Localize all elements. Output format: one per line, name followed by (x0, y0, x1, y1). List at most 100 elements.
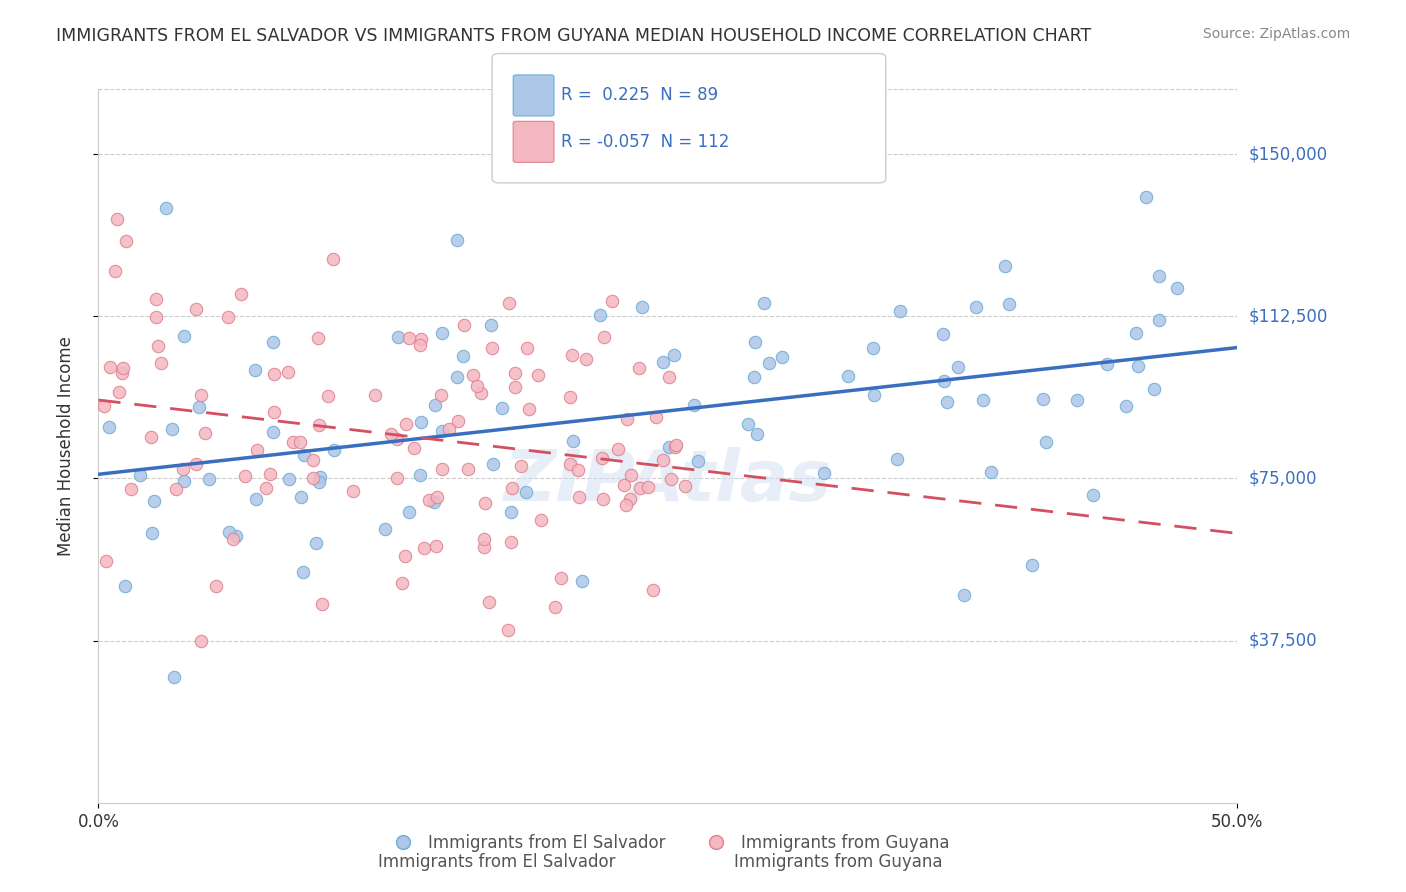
Immigrants from El Salvador (837, 369, 859, 384)
Immigrants from Guyana (498, 296, 520, 310)
Immigrants from Guyana (544, 599, 567, 614)
Immigrants from El Salvador (129, 468, 152, 483)
Immigrants from El Salvador (160, 422, 183, 436)
Immigrants from El Salvador (409, 468, 432, 483)
Immigrants from El Salvador (245, 491, 267, 506)
Immigrants from Guyana (530, 513, 553, 527)
Legend: Immigrants from El Salvador, Immigrants from Guyana: Immigrants from El Salvador, Immigrants … (380, 828, 956, 859)
Immigrants from Guyana (408, 338, 430, 352)
Immigrants from Guyana (472, 533, 495, 547)
Text: $112,500: $112,500 (1249, 307, 1329, 326)
Immigrants from El Salvador (744, 334, 766, 349)
Immigrants from El Salvador (374, 522, 396, 536)
Immigrants from El Salvador (664, 348, 686, 362)
Immigrants from Guyana (614, 498, 637, 512)
Text: $150,000: $150,000 (1249, 145, 1327, 163)
Immigrants from El Salvador (309, 470, 332, 484)
Immigrants from Guyana (111, 361, 134, 376)
Immigrants from Guyana (165, 482, 187, 496)
Immigrants from Guyana (509, 458, 531, 473)
Immigrants from El Salvador (688, 454, 710, 468)
Immigrants from El Salvador (173, 328, 195, 343)
Immigrants from El Salvador (292, 448, 315, 462)
Immigrants from El Salvador (262, 425, 284, 440)
Immigrants from Guyana (233, 468, 256, 483)
Immigrants from Guyana (409, 332, 432, 346)
Immigrants from El Salvador (946, 359, 969, 374)
Immigrants from Guyana (194, 425, 217, 440)
Immigrants from El Salvador (482, 457, 505, 471)
Immigrants from El Salvador (932, 375, 955, 389)
Immigrants from El Salvador (323, 443, 346, 458)
Immigrants from Guyana (418, 492, 440, 507)
Immigrants from El Salvador (651, 355, 673, 369)
Immigrants from Guyana (281, 435, 304, 450)
Immigrants from Guyana (322, 252, 344, 266)
Immigrants from Guyana (391, 576, 413, 591)
Immigrants from El Salvador (499, 505, 522, 519)
Immigrants from Guyana (229, 286, 252, 301)
Immigrants from Guyana (308, 418, 330, 433)
Immigrants from Guyana (628, 482, 651, 496)
Immigrants from Guyana (560, 390, 582, 404)
Immigrants from El Salvador (1115, 399, 1137, 413)
Immigrants from Guyana (139, 430, 162, 444)
Text: Immigrants from El Salvador: Immigrants from El Salvador (378, 853, 616, 871)
Immigrants from El Salvador (198, 472, 221, 486)
Immigrants from El Salvador (155, 201, 177, 215)
Text: Immigrants from Guyana: Immigrants from Guyana (734, 853, 943, 871)
Immigrants from El Salvador (1021, 558, 1043, 572)
Immigrants from El Salvador (972, 393, 994, 408)
Immigrants from Guyana (501, 481, 523, 495)
Immigrants from Guyana (430, 387, 453, 401)
Immigrants from El Salvador (277, 473, 299, 487)
Immigrants from El Salvador (291, 565, 314, 579)
Immigrants from El Salvador (737, 417, 759, 432)
Immigrants from Guyana (246, 442, 269, 457)
Immigrants from Guyana (145, 310, 167, 324)
Immigrants from Guyana (619, 492, 641, 507)
Immigrants from El Salvador (163, 669, 186, 683)
Immigrants from Guyana (616, 411, 638, 425)
Immigrants from Guyana (107, 385, 129, 400)
Immigrants from El Salvador (571, 574, 593, 588)
Immigrants from El Salvador (225, 529, 247, 543)
Immigrants from El Salvador (658, 440, 681, 454)
Immigrants from Guyana (385, 471, 408, 485)
Immigrants from Guyana (430, 462, 453, 476)
Immigrants from Guyana (628, 360, 651, 375)
Immigrants from Guyana (395, 417, 418, 431)
Immigrants from Guyana (342, 483, 364, 498)
Immigrants from Guyana (575, 352, 598, 367)
Immigrants from Guyana (550, 571, 572, 585)
Immigrants from El Salvador (1081, 488, 1104, 502)
Immigrants from Guyana (277, 365, 299, 379)
Immigrants from Guyana (620, 468, 643, 483)
Immigrants from Guyana (481, 341, 503, 355)
Immigrants from Guyana (190, 388, 212, 402)
Immigrants from Guyana (474, 496, 496, 510)
Immigrants from El Salvador (1147, 269, 1170, 284)
Text: $37,500: $37,500 (1249, 632, 1317, 649)
Immigrants from Guyana (302, 471, 325, 485)
Immigrants from El Salvador (770, 351, 793, 365)
Immigrants from Guyana (457, 462, 479, 476)
Immigrants from El Salvador (114, 579, 136, 593)
Immigrants from Guyana (465, 379, 488, 393)
Immigrants from Guyana (567, 463, 589, 477)
Immigrants from El Salvador (886, 451, 908, 466)
Immigrants from Guyana (600, 293, 623, 308)
Immigrants from Guyana (470, 385, 492, 400)
Immigrants from El Salvador (479, 318, 502, 333)
Immigrants from Guyana (94, 554, 117, 568)
Immigrants from Guyana (472, 540, 495, 554)
Immigrants from El Salvador (682, 398, 704, 412)
Immigrants from Guyana (145, 292, 167, 306)
Immigrants from Guyana (558, 458, 581, 472)
Immigrants from El Salvador (953, 588, 976, 602)
Immigrants from Guyana (526, 368, 548, 383)
Immigrants from El Salvador (994, 259, 1017, 273)
Immigrants from Guyana (263, 367, 285, 381)
Immigrants from Guyana (387, 432, 409, 446)
Immigrants from El Salvador (588, 308, 610, 322)
